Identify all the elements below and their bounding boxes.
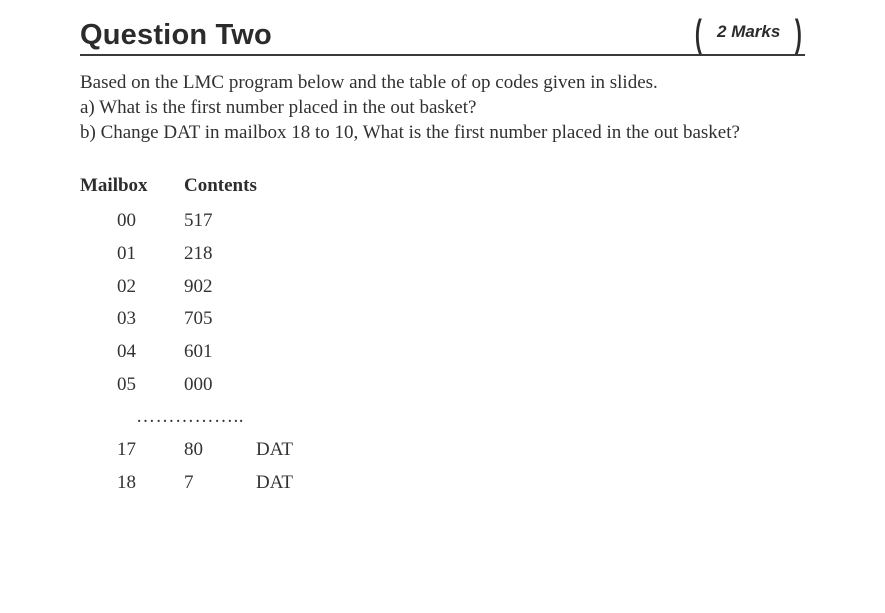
cell-mailbox: 18 — [80, 467, 184, 500]
table-head: Mailbox Contents — [80, 175, 805, 197]
col-head-contents: Contents — [184, 175, 294, 197]
marks-text: 2 Marks — [715, 22, 782, 46]
cell-mailbox: 05 — [80, 369, 184, 402]
col-head-mailbox: Mailbox — [80, 175, 184, 197]
intro-text: Based on the LMC program below and the t… — [80, 70, 805, 95]
table-row: 00 517 — [80, 205, 805, 238]
question-body: Based on the LMC program below and the t… — [80, 70, 805, 145]
cell-mailbox: 00 — [80, 205, 184, 238]
table-row: 02 902 — [80, 271, 805, 304]
cell-contents: 902 — [184, 271, 256, 304]
cell-label: DAT — [256, 467, 336, 500]
table-row: 05 000 — [80, 369, 805, 402]
table-row: 18 7 DAT — [80, 467, 805, 500]
cell-contents: 218 — [184, 238, 256, 271]
cell-mailbox: 04 — [80, 336, 184, 369]
marks-badge: ( 2 Marks ) — [692, 18, 805, 52]
cell-contents: 517 — [184, 205, 256, 238]
cell-label: DAT — [256, 434, 336, 467]
question-header: Question Two ( 2 Marks ) — [80, 18, 805, 56]
part-b-text: b) Change DAT in mailbox 18 to 10, What … — [80, 120, 805, 145]
table-row: 01 218 — [80, 238, 805, 271]
table-row: 17 80 DAT — [80, 434, 805, 467]
program-table: Mailbox Contents 00 517 01 218 02 902 03… — [80, 175, 805, 499]
page: Question Two ( 2 Marks ) Based on the LM… — [0, 0, 885, 499]
table-rows: 00 517 01 218 02 902 03 705 04 601 — [80, 205, 805, 499]
part-a-text: a) What is the first number placed in th… — [80, 95, 805, 120]
separator-row: …………….. — [80, 401, 805, 434]
bracket-right-icon: ) — [795, 18, 802, 50]
cell-contents: 000 — [184, 369, 256, 402]
cell-mailbox: 17 — [80, 434, 184, 467]
table-row: 04 601 — [80, 336, 805, 369]
cell-mailbox: 03 — [80, 303, 184, 336]
cell-contents: 705 — [184, 303, 256, 336]
cell-mailbox: 01 — [80, 238, 184, 271]
cell-mailbox: 02 — [80, 271, 184, 304]
cell-contents: 80 — [184, 434, 256, 467]
question-title: Question Two — [80, 19, 272, 52]
table-row: 03 705 — [80, 303, 805, 336]
cell-contents: 601 — [184, 336, 256, 369]
cell-contents: 7 — [184, 467, 256, 500]
bracket-left-icon: ( — [695, 18, 702, 50]
